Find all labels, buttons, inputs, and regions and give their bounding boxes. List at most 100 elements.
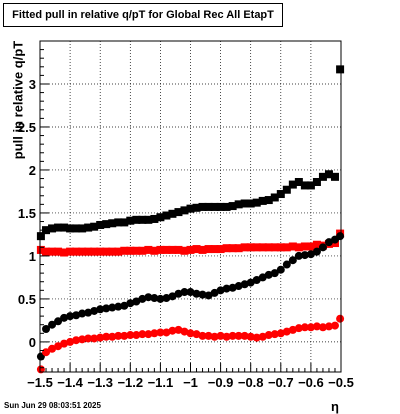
data-point-square (120, 218, 129, 227)
data-point-square (84, 247, 93, 256)
data-point-circle (252, 333, 261, 342)
data-point-square (288, 242, 297, 251)
data-point-square (48, 247, 57, 256)
data-point-circle (204, 331, 213, 340)
data-point-circle (162, 328, 171, 337)
data-point-circle (192, 330, 201, 339)
data-point-square (138, 246, 147, 255)
data-point-square (252, 198, 261, 207)
data-point-circle (210, 288, 219, 297)
data-point-square (174, 208, 183, 217)
data-point-circle (150, 329, 159, 338)
data-point-square (294, 177, 303, 186)
data-point-square (270, 243, 279, 252)
data-point-circle (246, 278, 255, 287)
x-tick-label: −1.2 (117, 375, 143, 390)
data-point-square (204, 245, 213, 254)
data-point-circle (156, 328, 165, 337)
data-point-circle (132, 331, 141, 340)
data-point-circle (60, 339, 69, 348)
data-point-square (102, 220, 111, 229)
data-point-circle (48, 344, 57, 353)
data-point-square (162, 245, 171, 254)
data-point-circle (108, 332, 117, 341)
data-point-square (300, 242, 309, 251)
data-point-circle (300, 323, 309, 332)
data-point-square (252, 243, 261, 252)
data-point-circle (138, 294, 147, 303)
data-point-circle (90, 306, 99, 315)
data-point-square (132, 246, 141, 255)
data-point-square (192, 245, 201, 254)
data-point-square (96, 220, 105, 229)
data-point-square (102, 247, 111, 256)
data-point-square (282, 243, 291, 252)
data-point-circle (144, 293, 153, 302)
data-point-square (90, 222, 99, 231)
data-point-square (324, 170, 333, 179)
data-point-square (156, 213, 165, 222)
data-point-square (288, 180, 297, 189)
x-tick-label: −1 (183, 375, 198, 390)
data-point-circle (252, 276, 261, 285)
data-point-square (108, 219, 117, 228)
data-series (36, 65, 345, 374)
data-point-square (258, 243, 267, 252)
data-point-square (186, 204, 195, 213)
data-point-circle (102, 304, 111, 313)
data-point-square (36, 245, 45, 254)
data-point-circle (114, 331, 123, 340)
data-point-square (276, 190, 285, 199)
data-point-circle (228, 331, 237, 340)
data-point-square (156, 245, 165, 254)
data-point-square (210, 202, 219, 211)
data-point-square (264, 243, 273, 252)
data-point-square (60, 223, 69, 232)
data-point-square (282, 185, 291, 194)
x-tick-label: −0.8 (238, 375, 264, 390)
data-point-circle (78, 335, 87, 344)
data-point-square (150, 246, 159, 255)
data-point-square (36, 232, 45, 241)
data-point-circle (294, 324, 303, 333)
data-point-circle (174, 289, 183, 298)
data-point-circle (132, 297, 141, 306)
data-point-square (126, 216, 135, 225)
data-point-square (60, 248, 69, 257)
data-point-circle (186, 329, 195, 338)
data-point-circle (330, 321, 339, 330)
data-point-circle (216, 331, 225, 340)
data-point-circle (192, 289, 201, 298)
data-point-square (114, 247, 123, 256)
data-point-square (114, 218, 123, 227)
data-point-circle (114, 302, 123, 311)
data-point-square (108, 247, 117, 256)
data-point-square (66, 224, 75, 233)
data-point-circle (150, 294, 159, 303)
data-point-circle (186, 288, 195, 297)
data-point-circle (216, 286, 225, 295)
data-point-square (54, 223, 63, 232)
data-point-circle (222, 284, 231, 293)
data-point-circle (108, 303, 117, 312)
data-point-circle (270, 269, 279, 278)
data-point-circle (336, 232, 345, 241)
x-tick-label: −1.4 (57, 375, 83, 390)
data-point-circle (312, 322, 321, 331)
data-point-circle (258, 273, 267, 282)
x-tick-label: −0.5 (328, 375, 354, 390)
axes: −1.5 −1.4 −1.3 −1.2 −1.1 −1 −0.9 −0.8 −0.7 −0.6 −0… (18, 40, 354, 390)
data-point-square (150, 214, 159, 223)
data-point-square (78, 224, 87, 233)
data-point-circle (324, 238, 333, 247)
data-point-circle (60, 313, 69, 322)
data-point-circle (234, 331, 243, 340)
x-tick-label: −0.9 (208, 375, 234, 390)
data-point-circle (336, 314, 345, 323)
data-point-circle (318, 243, 327, 252)
data-point-square (228, 244, 237, 253)
data-point-circle (54, 317, 63, 326)
data-point-circle (138, 330, 147, 339)
x-tick-label: −1.1 (148, 375, 174, 390)
data-point-square (222, 244, 231, 253)
